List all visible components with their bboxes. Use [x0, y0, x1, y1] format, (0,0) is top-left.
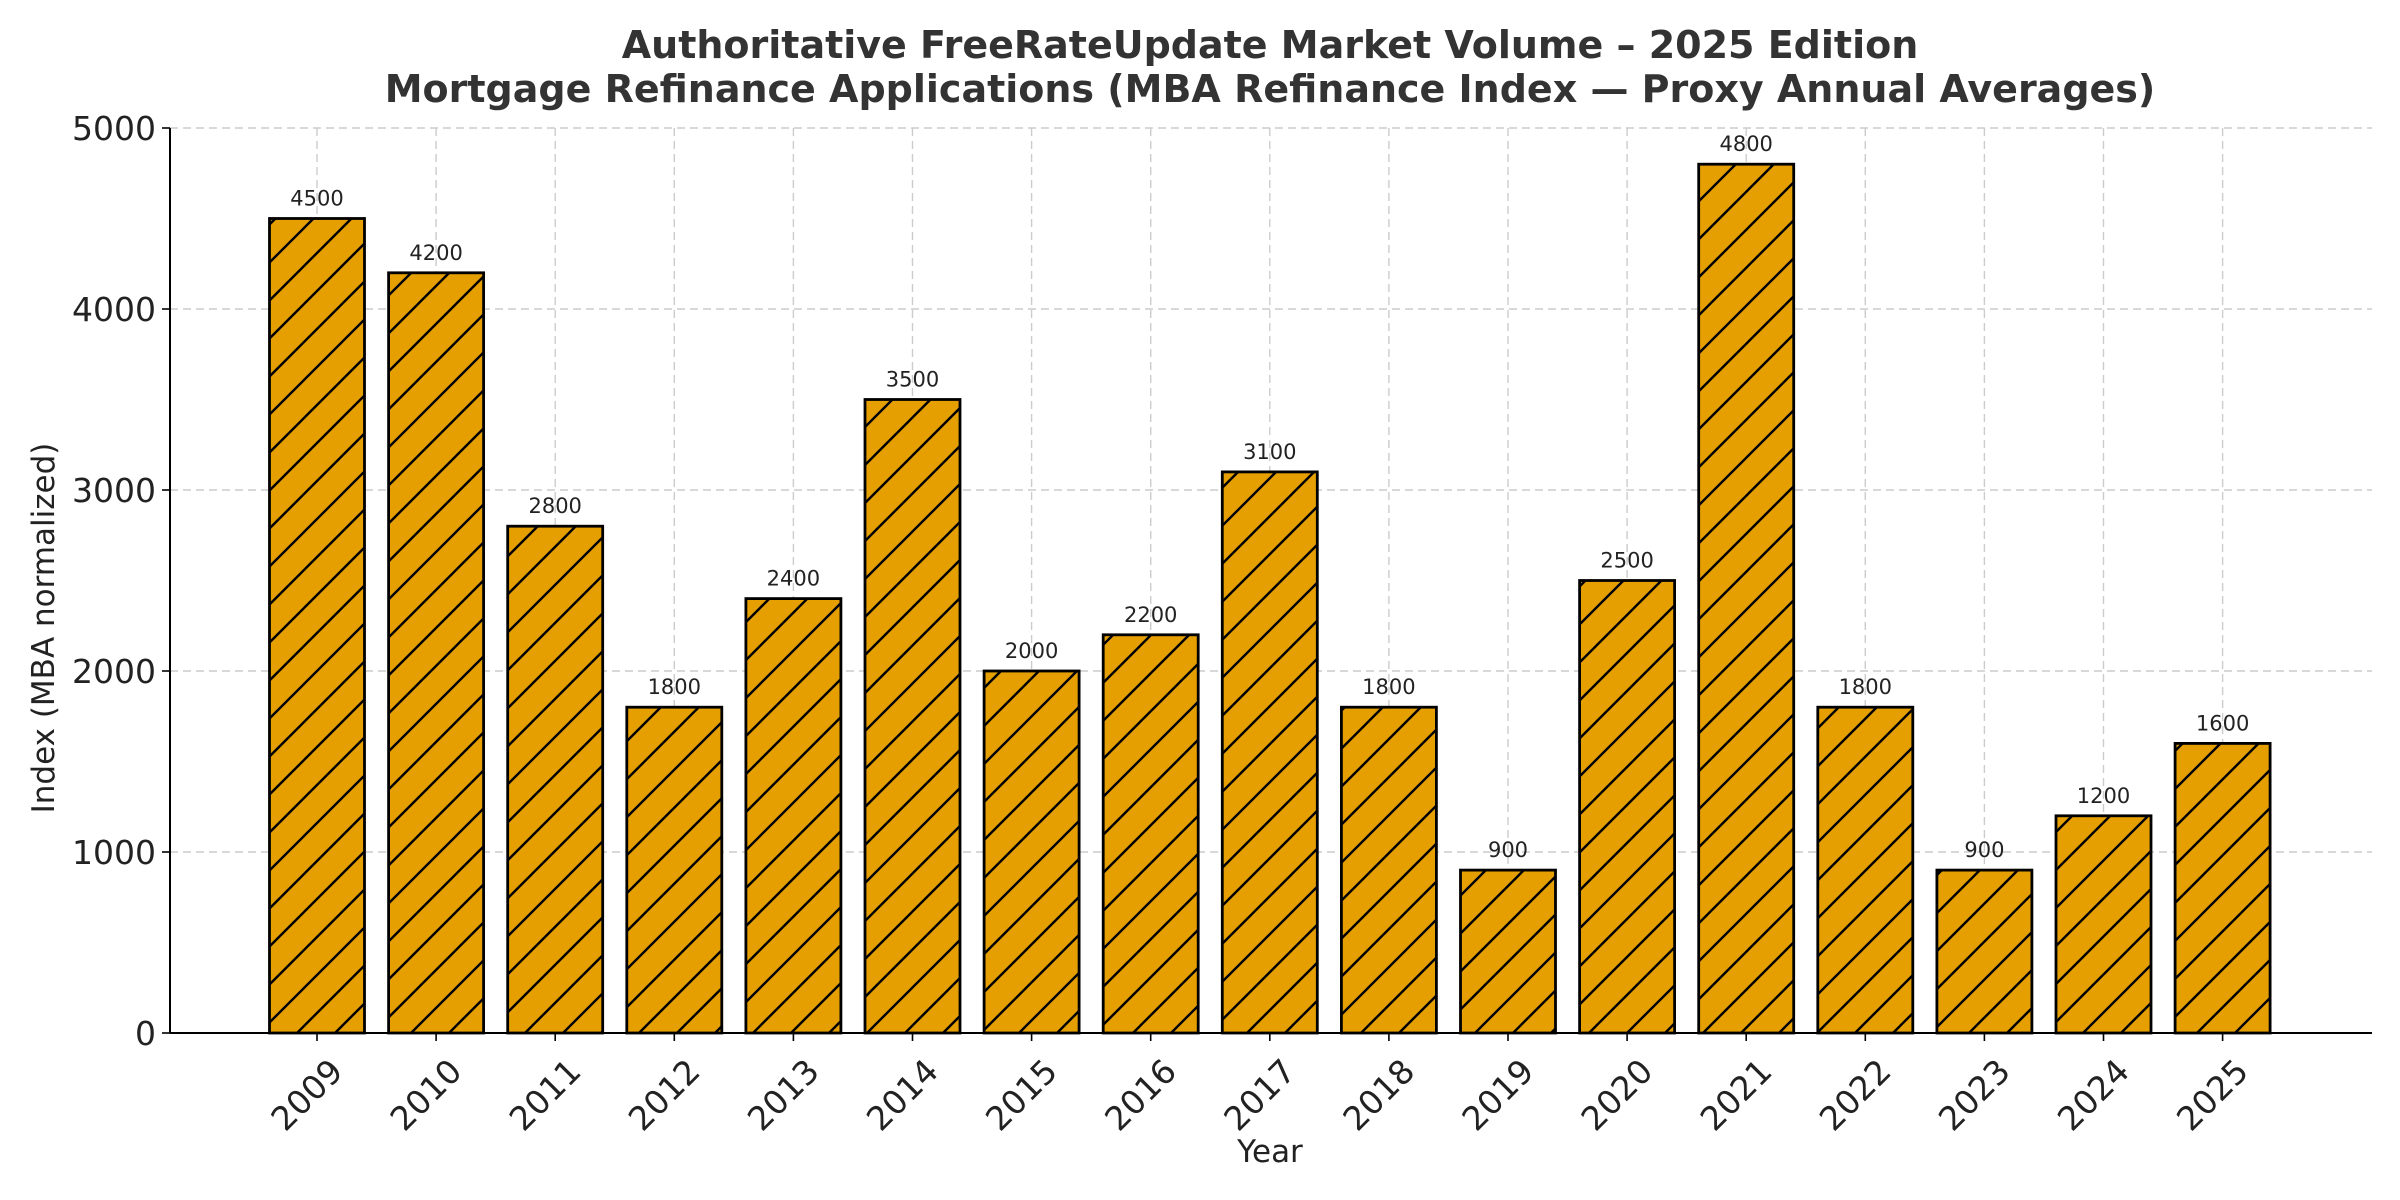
bar-value-label: 1200 [2077, 784, 2130, 808]
bar-value-label: 4500 [290, 187, 343, 211]
bar-value-label: 1800 [648, 675, 701, 699]
bar-hatch [1697, 162, 1796, 1035]
bar-hatch [2054, 814, 2153, 1035]
x-tick-label: 2023 [1931, 1051, 2018, 1138]
x-tick-label: 2016 [1097, 1051, 1184, 1138]
x-tick-label: 2010 [382, 1051, 469, 1138]
bar-hatch [1101, 633, 1200, 1035]
x-tick-label: 2015 [978, 1051, 1065, 1138]
x-tick-label: 2019 [1454, 1051, 1541, 1138]
bar-hatch [982, 669, 1081, 1035]
x-tick-label: 2017 [1216, 1051, 1303, 1138]
x-tick-label: 2021 [1693, 1051, 1780, 1138]
bar-value-label: 4200 [409, 241, 462, 265]
bar-value-label: 4800 [1719, 132, 1772, 156]
x-tick-label: 2012 [621, 1051, 708, 1138]
chart-subtitle: Mortgage Refinance Applications (MBA Ref… [385, 67, 2156, 111]
x-tick-label: 2018 [1335, 1051, 1422, 1138]
y-tick-label: 2000 [72, 652, 156, 691]
y-tick-label: 3000 [72, 471, 156, 510]
bar-series [268, 162, 2272, 1035]
bar-hatch [863, 398, 962, 1035]
x-axis-label: Year [1236, 1134, 1303, 1170]
bar-value-label: 900 [1488, 838, 1528, 862]
chart-title: Authoritative FreeRateUpdate Market Volu… [622, 23, 1919, 67]
bar-value-label: 2200 [1124, 603, 1177, 627]
y-tick-label: 4000 [72, 290, 156, 329]
y-tick-label: 0 [135, 1014, 156, 1053]
x-tick-label: 2013 [740, 1051, 827, 1138]
bar-value-label: 3100 [1243, 440, 1296, 464]
x-tick-label: 2009 [263, 1051, 350, 1138]
bar-hatch [1220, 470, 1319, 1035]
bar-value-label: 2400 [767, 567, 820, 591]
bar-hatch [1935, 868, 2034, 1035]
bar-value-label: 1600 [2196, 711, 2249, 735]
bar-hatch [744, 597, 843, 1035]
bar-hatch [387, 271, 486, 1035]
bar-value-label: 1800 [1362, 675, 1415, 699]
x-tick-label: 2024 [2050, 1051, 2137, 1138]
bar-value-label: 900 [1964, 838, 2004, 862]
y-tick-label: 1000 [72, 833, 156, 872]
bar-hatch [1459, 868, 1557, 1035]
bar-hatch [1578, 579, 1676, 1035]
x-tick-label: 2020 [1573, 1051, 1660, 1138]
bar-value-label: 1800 [1839, 675, 1892, 699]
bar-hatch [1816, 705, 1915, 1035]
x-tick-label: 2011 [502, 1051, 589, 1138]
y-axis-label: Index (MBA normalized) [26, 443, 62, 814]
bar-value-label: 2000 [1005, 639, 1058, 663]
bar-hatch [2173, 742, 2272, 1035]
x-tick-label: 2022 [1812, 1051, 1899, 1138]
bar-hatch [506, 524, 605, 1035]
bar-data-labels: 4500 4200 2800 1800 2400 3500 2000 2200 3100 1800… [290, 132, 2249, 862]
x-tick-label: 2025 [2169, 1051, 2256, 1138]
bar-hatch [1340, 705, 1438, 1035]
y-tick-label: 5000 [72, 109, 156, 148]
bar-hatch [268, 217, 366, 1035]
bar-value-label: 2800 [528, 494, 581, 518]
x-tick-label: 2014 [859, 1051, 946, 1138]
bar-value-label: 2500 [1600, 549, 1653, 573]
bar-hatch [625, 705, 724, 1035]
bar-value-label: 3500 [886, 368, 939, 392]
